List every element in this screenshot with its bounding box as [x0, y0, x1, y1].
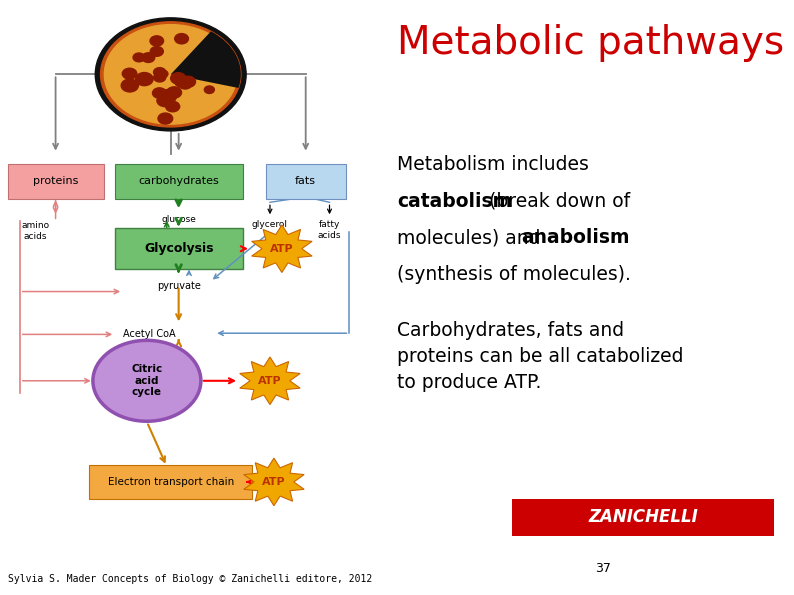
- FancyBboxPatch shape: [89, 465, 252, 499]
- Text: ATP: ATP: [262, 477, 286, 487]
- Text: pyruvate: pyruvate: [156, 281, 201, 292]
- Circle shape: [167, 87, 182, 98]
- Circle shape: [153, 68, 166, 77]
- Circle shape: [133, 53, 145, 62]
- Text: Acetyl CoA: Acetyl CoA: [123, 330, 175, 339]
- Circle shape: [150, 46, 164, 57]
- Text: ATP: ATP: [258, 376, 282, 386]
- Polygon shape: [244, 458, 304, 506]
- Text: Electron transport chain: Electron transport chain: [107, 477, 234, 487]
- Text: glycerol: glycerol: [252, 220, 288, 229]
- Text: ATP: ATP: [270, 244, 294, 253]
- Circle shape: [150, 36, 164, 46]
- Text: carbohydrates: carbohydrates: [138, 177, 219, 186]
- Circle shape: [166, 101, 179, 112]
- Text: Metabolic pathways: Metabolic pathways: [397, 24, 784, 62]
- Text: Sylvia S. Mader Concepts of Biology © Zanichelli editore, 2012: Sylvia S. Mader Concepts of Biology © Za…: [8, 574, 372, 584]
- Circle shape: [95, 18, 246, 131]
- Polygon shape: [252, 225, 312, 273]
- Text: amino
acids: amino acids: [21, 221, 50, 241]
- Text: Metabolism includes: Metabolism includes: [397, 155, 589, 174]
- Circle shape: [158, 113, 172, 124]
- Text: anabolism: anabolism: [522, 228, 630, 248]
- Circle shape: [104, 24, 237, 124]
- Text: ZANICHELLI: ZANICHELLI: [588, 508, 698, 526]
- FancyBboxPatch shape: [115, 228, 243, 269]
- Circle shape: [122, 68, 137, 79]
- FancyBboxPatch shape: [512, 499, 774, 536]
- Circle shape: [136, 73, 153, 86]
- Circle shape: [204, 86, 214, 93]
- Circle shape: [157, 70, 168, 78]
- FancyBboxPatch shape: [8, 164, 103, 199]
- Circle shape: [93, 340, 201, 421]
- Polygon shape: [240, 357, 300, 405]
- Circle shape: [157, 95, 173, 107]
- Circle shape: [142, 53, 155, 62]
- Text: catabolism: catabolism: [397, 192, 512, 211]
- Text: fats: fats: [295, 177, 316, 186]
- Text: Glycolysis: Glycolysis: [144, 242, 214, 255]
- Circle shape: [175, 76, 189, 87]
- Circle shape: [175, 33, 188, 44]
- Circle shape: [101, 22, 241, 127]
- Circle shape: [171, 73, 186, 84]
- Text: 37: 37: [596, 562, 611, 575]
- Text: fatty
acids: fatty acids: [318, 220, 341, 240]
- Text: glucose: glucose: [161, 215, 196, 224]
- Circle shape: [178, 79, 192, 89]
- FancyBboxPatch shape: [265, 164, 345, 199]
- Circle shape: [121, 79, 138, 92]
- Text: Citric
acid
cycle: Citric acid cycle: [131, 364, 163, 397]
- Circle shape: [152, 88, 167, 98]
- Text: (synthesis of molecules).: (synthesis of molecules).: [397, 265, 631, 284]
- FancyBboxPatch shape: [115, 164, 243, 199]
- Circle shape: [181, 76, 195, 87]
- Text: molecules) and: molecules) and: [397, 228, 546, 248]
- Circle shape: [158, 90, 176, 103]
- Circle shape: [154, 73, 166, 82]
- Text: proteins: proteins: [33, 177, 79, 186]
- Text: Carbohydrates, fats and
proteins can be all catabolized
to produce ATP.: Carbohydrates, fats and proteins can be …: [397, 321, 684, 392]
- Text: (break down of: (break down of: [483, 192, 630, 211]
- Wedge shape: [171, 32, 241, 88]
